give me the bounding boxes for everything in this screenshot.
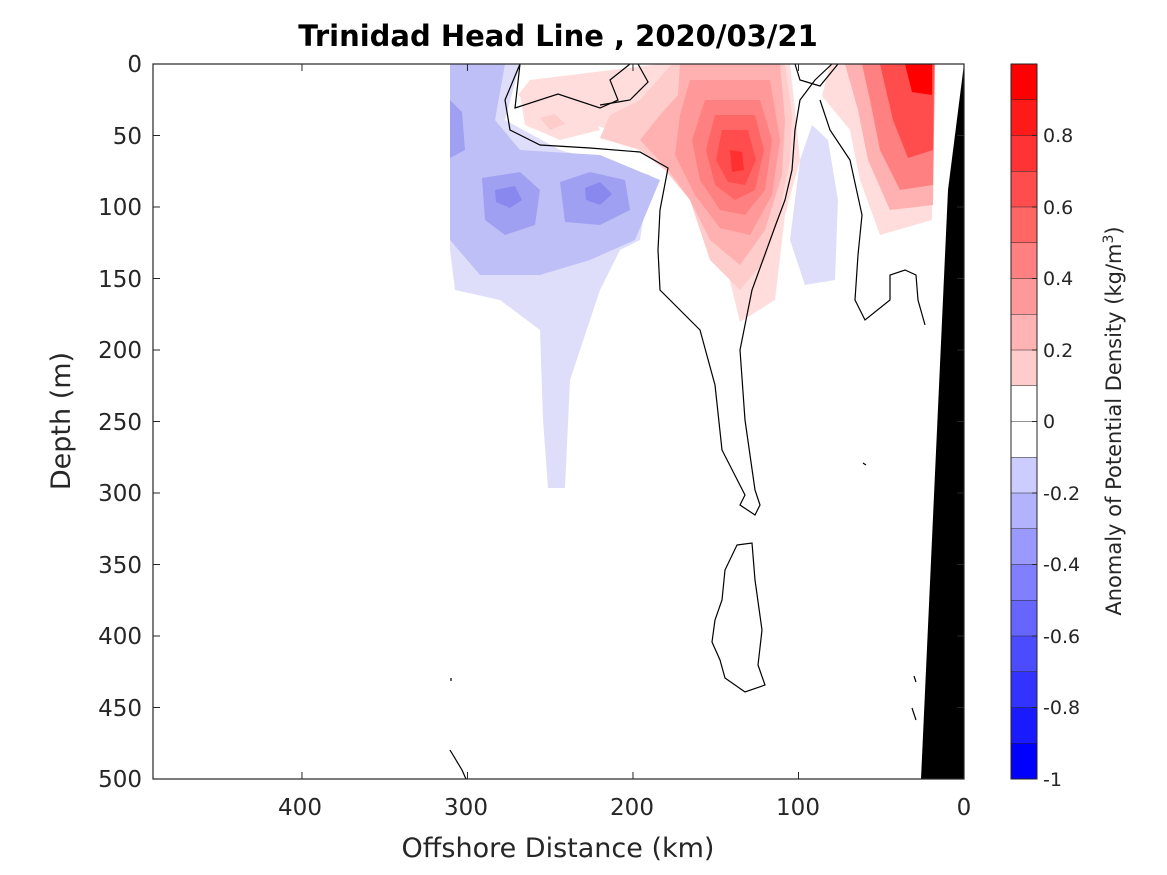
colorbar-tick-0.6: 0.6 [1043, 197, 1073, 219]
y-tick-label-500: 500 [98, 767, 142, 793]
colorbar-band [1011, 350, 1037, 387]
colorbar-band [1011, 707, 1037, 744]
y-tick-label-50: 50 [113, 124, 142, 150]
colorbar-tick-marks [1032, 135, 1037, 780]
negative-anomaly-peak-230km [585, 182, 612, 205]
x-tick-label-300: 300 [444, 795, 488, 821]
zero-contour-nearshore [794, 64, 926, 326]
y-tick-marks [153, 63, 964, 780]
y-tick-label-450: 450 [98, 696, 142, 722]
zero-contour-left-250km [599, 64, 649, 106]
colorbar-bands [1011, 63, 1037, 780]
colorbar-band [1011, 493, 1037, 530]
colorbar-tick--0.2: -0.2 [1043, 483, 1080, 505]
negative-anomaly-peak-275km [495, 186, 522, 208]
zero-contour-main [504, 64, 833, 516]
colorbar-tick--1: -1 [1043, 769, 1062, 791]
colorbar-label-suffix: ) [1102, 226, 1126, 234]
y-tick-label-0: 0 [127, 52, 142, 78]
x-tick-label-400: 400 [278, 795, 322, 821]
colorbar-tick--0.4: -0.4 [1043, 554, 1080, 576]
y-tick-label-300: 300 [98, 481, 142, 507]
negative-anomaly-edge-300km [450, 100, 465, 158]
y-tick-label-250: 250 [98, 410, 142, 436]
x-axis-label: Offshore Distance (km) [402, 833, 715, 864]
y-tick-label-200: 200 [98, 338, 142, 364]
x-tick-marks [301, 64, 965, 779]
colorbar-band [1011, 171, 1037, 208]
colorbar-band [1011, 135, 1037, 172]
x-tick-label-100: 100 [776, 795, 820, 821]
colorbar-label: Anomaly of Potential Density (kg/m3) [1101, 226, 1126, 615]
colorbar-tick--0.6: -0.6 [1043, 626, 1080, 648]
colorbar-tick-0.4: 0.4 [1043, 268, 1073, 290]
colorbar-tick--0.8: -0.8 [1043, 697, 1080, 719]
colorbar-tick-0: 0 [1043, 411, 1055, 433]
colorbar-label-main: Anomaly of Potential Density (kg/m [1102, 244, 1126, 616]
colorbar-band [1011, 385, 1037, 422]
x-tick-label-200: 200 [610, 795, 654, 821]
plot-area [153, 64, 964, 779]
colorbar-band [1011, 207, 1037, 244]
colorbar-label-exponent: 3 [1101, 235, 1117, 244]
colorbar-band [1011, 564, 1037, 601]
zero-contour-small-1 [449, 749, 467, 779]
x-axis: 400 300 200 100 0 Offshore Distance (km) [278, 64, 971, 864]
zero-contour-deep-130km [711, 542, 766, 693]
zero-contour-small-2 [450, 462, 917, 721]
colorbar-band [1011, 636, 1037, 673]
y-tick-label-150: 150 [98, 267, 142, 293]
y-tick-label-100: 100 [98, 195, 142, 221]
colorbar-band [1011, 528, 1037, 565]
colorbar-band [1011, 64, 1037, 101]
y-tick-label-400: 400 [98, 624, 142, 650]
colorbar-tick-0.8: 0.8 [1043, 125, 1073, 147]
x-tick-label-0: 0 [957, 795, 972, 821]
y-axis-label: Depth (m) [46, 352, 77, 490]
colorbar-band [1011, 314, 1037, 351]
y-tick-label-350: 350 [98, 553, 142, 579]
zero-contour-inner-250km [514, 64, 631, 109]
positive-anomaly-250km-core [540, 114, 565, 130]
seafloor-mask [921, 64, 964, 779]
chart-title: Trinidad Head Line , 2020/03/21 [298, 19, 818, 53]
colorbar-band [1011, 743, 1037, 780]
colorbar: 0.8 0.6 0.4 0.2 0 -0.2 -0.4 -0.6 -0.8 -1… [1010, 63, 1126, 791]
colorbar-band [1011, 421, 1037, 458]
y-axis: 0 50 100 150 200 250 300 350 400 450 500… [46, 52, 964, 793]
colorbar-band [1011, 600, 1037, 637]
colorbar-band [1011, 671, 1037, 708]
colorbar-tick-0.2: 0.2 [1043, 340, 1073, 362]
colorbar-band [1011, 457, 1037, 494]
positive-anomaly-140km-peak [730, 150, 744, 172]
colorbar-band [1011, 99, 1037, 136]
negative-anomaly-90km [790, 125, 838, 285]
positive-anomaly-nearshore-peak [905, 64, 932, 95]
colorbar-band [1011, 242, 1037, 279]
colorbar-band [1011, 278, 1037, 315]
